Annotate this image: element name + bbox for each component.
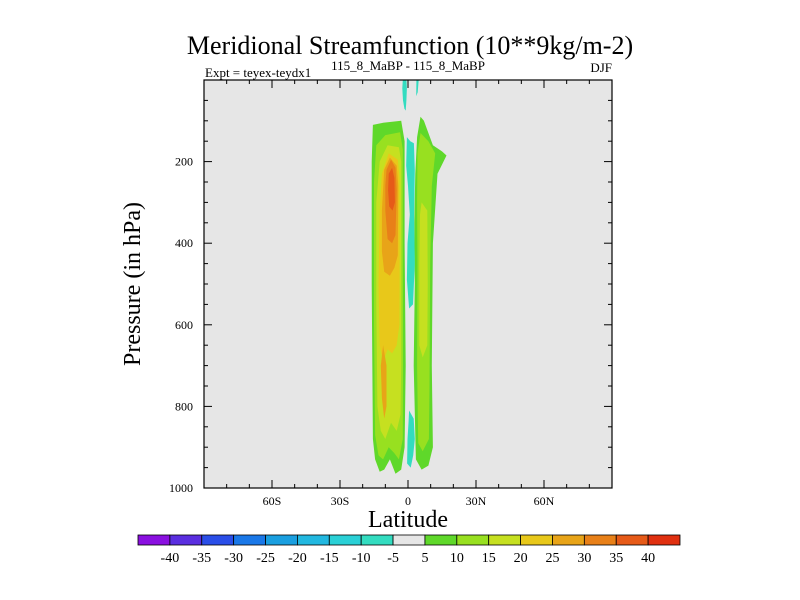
colorbar-label: -5 [387, 551, 399, 566]
contour-north-15 [419, 202, 428, 358]
colorbar-swatch [552, 534, 585, 546]
colorbar-label: -35 [192, 551, 211, 566]
x-tick-label: 60N [534, 494, 555, 508]
contour-fills [371, 80, 447, 474]
chart-title: Meridional Streamfunction (10**9kg/m-2) [187, 31, 633, 60]
colorbar-label: -10 [352, 551, 371, 566]
contour-neg-a [402, 80, 407, 111]
x-axis-title: Latitude [368, 507, 448, 533]
y-tick-label: 600 [175, 318, 193, 332]
colorbar-label: 10 [450, 551, 464, 566]
chart-subtitle-left: Expt = teyex-teydx1 [205, 65, 311, 80]
x-tick-label: 60S [263, 494, 282, 508]
colorbar-swatch [233, 534, 266, 546]
x-tick-label: 30S [331, 494, 350, 508]
colorbar-swatch [647, 534, 681, 546]
chart-subtitle-center: 115_8_MaBP - 115_8_MaBP [331, 58, 485, 73]
y-tick-label: 1000 [169, 481, 193, 495]
colorbar-label: 30 [577, 551, 591, 566]
contour-pos-25-lower [380, 345, 387, 419]
colorbar-label: -25 [256, 551, 275, 566]
colorbar: -40 -35 -30 -25 -20 -15 -10 -5 5 10 15 20 25 30 35 40 [137, 534, 681, 566]
colorbar-swatch [297, 534, 330, 546]
season-label: DJF [590, 60, 612, 75]
colorbar-label: 35 [609, 551, 623, 566]
y-tick-label: 400 [175, 236, 193, 250]
colorbar-swatch [392, 534, 426, 546]
colorbar-swatch [615, 534, 649, 546]
colorbar-label: 5 [421, 551, 428, 566]
colorbar-swatch [488, 534, 521, 546]
contour-neg-c [406, 137, 415, 309]
colorbar-swatch [360, 534, 394, 546]
colorbar-label: -15 [320, 551, 339, 566]
contour-neg-d [407, 410, 415, 468]
y-tick-label: 800 [175, 399, 193, 413]
colorbar-label: -20 [288, 551, 307, 566]
colorbar-swatch [520, 534, 553, 546]
colorbar-label: 20 [514, 551, 528, 566]
colorbar-label: 40 [641, 551, 655, 566]
colorbar-label: 25 [545, 551, 559, 566]
colorbar-swatch [424, 534, 458, 546]
y-tick-label: 200 [175, 155, 193, 169]
x-tick-label: 30N [466, 494, 487, 508]
colorbar-swatch [583, 534, 617, 546]
y-axis-title: Pressure (in hPa) [120, 202, 146, 366]
colorbar-swatch [456, 534, 490, 546]
colorbar-swatch [169, 534, 203, 546]
colorbar-label: -30 [224, 551, 243, 566]
contour-pos-35 [388, 167, 395, 211]
contour-neg-b [416, 80, 419, 97]
colorbar-label: 15 [482, 551, 496, 566]
colorbar-swatch [265, 534, 298, 546]
x-tick-label: 0 [405, 494, 411, 508]
colorbar-swatch [328, 534, 362, 546]
colorbar-label: -40 [161, 551, 180, 566]
colorbar-swatch [137, 534, 171, 546]
axis-ticks: 60S 30S 0 30N 60N 200 400 600 800 1000 [169, 80, 612, 508]
colorbar-swatch [201, 534, 235, 546]
